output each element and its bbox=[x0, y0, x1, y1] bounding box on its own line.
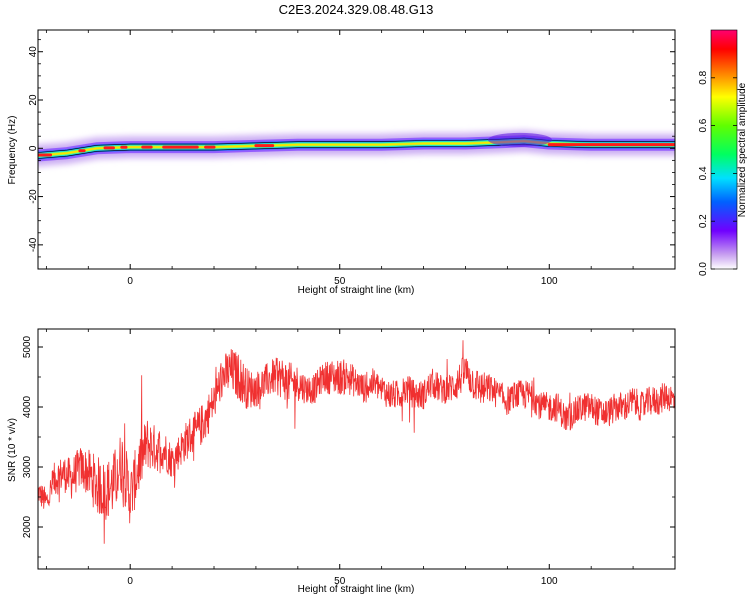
spectrogram-ytick-label: -40 bbox=[28, 237, 39, 252]
snr-ytick-label: 5000 bbox=[22, 335, 33, 358]
colorbar-tick-label: 0.6 bbox=[698, 118, 709, 132]
spectrogram-frame bbox=[37, 29, 676, 270]
colorbar-tick-label: 0.8 bbox=[698, 70, 709, 84]
snr-x-label: Height of straight line (km) bbox=[298, 584, 415, 595]
spectrogram-y-label: Frequency (Hz) bbox=[7, 116, 18, 185]
colorbar-ticks: 0.0 0.2 0.4 0.6 0.8 bbox=[698, 70, 737, 276]
spectrogram-panel: 0 50 100 -40 -20 0 20 40 Height of straight lin… bbox=[7, 29, 676, 296]
colorbar-tick-label: 0.0 bbox=[698, 262, 709, 276]
snr-y-label: SNR (10 * v/v) bbox=[7, 418, 18, 482]
spectrogram-ytick-label: 40 bbox=[28, 46, 39, 58]
spectrogram-heatmap bbox=[38, 128, 675, 169]
snr-frame bbox=[37, 328, 676, 570]
colorbar: 0.0 0.2 0.4 0.6 0.8 Normalized spectral ampl… bbox=[698, 29, 748, 276]
colorbar-tick-label: 0.4 bbox=[698, 166, 709, 180]
snr-panel: 0 50 100 2000 3000 4000 5000 Height of straigh… bbox=[7, 328, 676, 595]
spectrogram-upper-bound bbox=[38, 137, 675, 153]
spectrogram-xtick-label: 0 bbox=[127, 276, 133, 287]
snr-ytick-label: 2000 bbox=[22, 515, 33, 538]
colorbar-label: Normalized spectral amplitude bbox=[737, 82, 748, 217]
spectrogram-xtick-label: 50 bbox=[334, 276, 346, 287]
spectrogram-axes: 0 50 100 -40 -20 0 20 40 bbox=[28, 30, 676, 287]
snr-axes: 0 50 100 2000 3000 4000 5000 bbox=[22, 329, 676, 587]
spectrogram-xtick-label: 100 bbox=[541, 276, 558, 287]
spectrogram-lower-bound bbox=[38, 143, 675, 159]
snr-xtick-label: 100 bbox=[541, 576, 558, 587]
snr-ytick-label: 3000 bbox=[22, 455, 33, 478]
snr-xtick-label: 50 bbox=[334, 576, 346, 587]
colorbar-tick-label: 0.2 bbox=[698, 214, 709, 228]
spectrogram-ytick-label: 0 bbox=[28, 145, 39, 151]
spectrogram-ytick-label: -20 bbox=[28, 189, 39, 204]
spectrogram-x-label: Height of straight line (km) bbox=[298, 285, 415, 296]
spectrogram-bump bbox=[487, 132, 552, 147]
colorbar-gradient bbox=[711, 30, 737, 269]
colorbar-frame bbox=[710, 29, 738, 270]
figure-title: C2E3.2024.329.08.48.G13 bbox=[279, 2, 434, 17]
snr-ytick-label: 4000 bbox=[22, 395, 33, 418]
snr-series-line bbox=[38, 340, 675, 544]
snr-xtick-label: 0 bbox=[127, 576, 133, 587]
spectrogram-ytick-label: 20 bbox=[28, 94, 39, 106]
